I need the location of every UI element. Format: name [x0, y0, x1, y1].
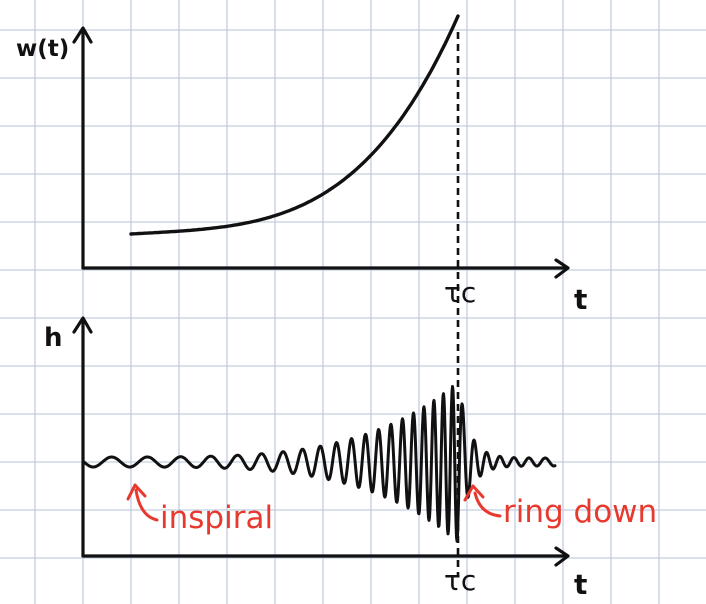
inspiral-arrow: [126, 483, 159, 522]
inspiral-label: inspiral: [160, 500, 273, 536]
bottom-plot: h t τc inspiral ring down: [44, 316, 657, 601]
bottom-x-axis-label: t: [574, 568, 587, 601]
top-x-axis-arrowhead: [554, 258, 570, 279]
bottom-tau-c-label: τc: [444, 564, 476, 597]
top-x-axis-label: t: [574, 283, 587, 316]
top-y-axis-label: w(t): [16, 36, 69, 62]
top-plot: w(t) t τc: [16, 14, 587, 316]
bottom-y-axis-label: h: [44, 323, 63, 353]
ring-down-arrow: [463, 484, 502, 518]
top-y-axis-arrowhead: [72, 26, 93, 44]
ring-down-label: ring down: [503, 494, 657, 530]
bottom-x-axis-arrowhead: [554, 546, 570, 567]
top-tau-c-label: τc: [444, 276, 476, 309]
frequency-curve: [129, 14, 460, 236]
strain-waveform: [82, 385, 557, 543]
bottom-y-axis-arrowhead: [72, 316, 93, 334]
